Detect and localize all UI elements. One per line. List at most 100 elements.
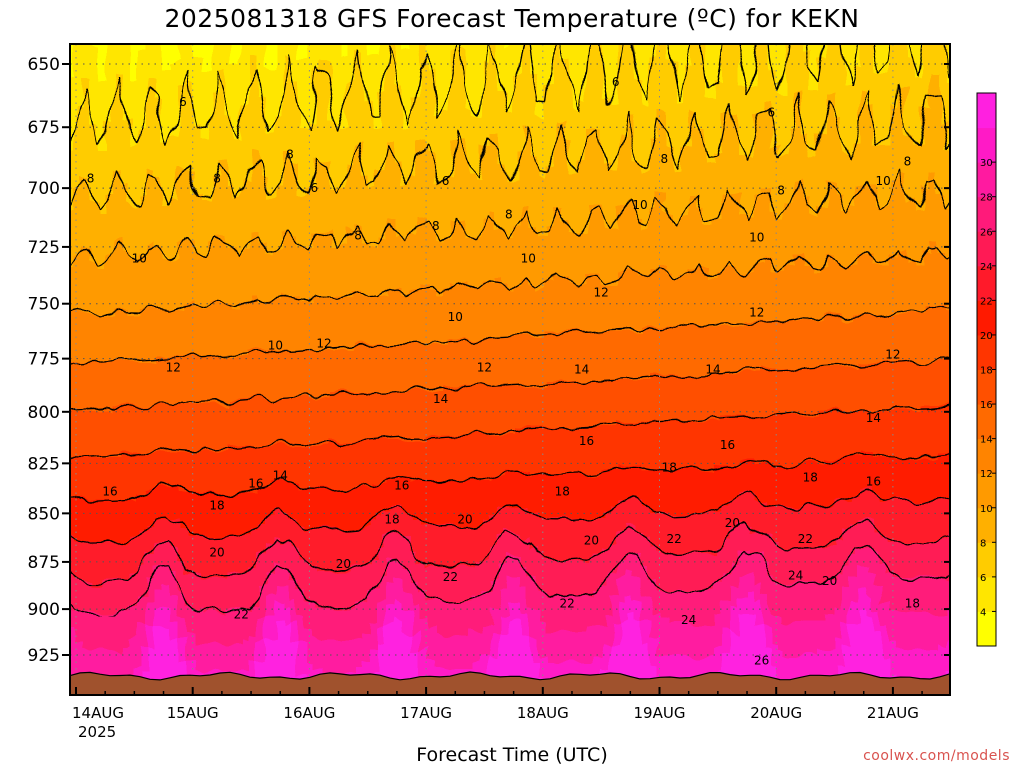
field-cell <box>250 44 259 51</box>
field-cell <box>858 242 867 249</box>
field-cell <box>58 152 67 159</box>
field-cell <box>866 140 875 147</box>
field-cell <box>722 92 731 99</box>
field-cell <box>346 236 355 243</box>
field-cell <box>210 254 219 261</box>
field-cell <box>754 176 763 183</box>
field-cell <box>274 254 283 261</box>
field-cell <box>362 224 371 231</box>
field-cell <box>610 98 619 105</box>
field-cell <box>330 44 339 51</box>
field-cell <box>146 140 155 147</box>
field-cell <box>554 206 563 213</box>
field-cell <box>874 116 883 123</box>
field-cell <box>154 68 163 75</box>
field-cell <box>346 104 355 111</box>
field-cell <box>914 242 923 249</box>
field-cell <box>298 182 307 189</box>
field-cell <box>738 104 747 111</box>
field-cell <box>610 224 619 231</box>
field-cell <box>850 128 859 135</box>
field-cell <box>82 212 91 219</box>
field-cell <box>674 140 683 147</box>
field-cell <box>922 50 931 57</box>
field-cell <box>626 152 635 159</box>
field-cell <box>770 152 779 159</box>
field-cell <box>70 290 75 297</box>
field-cell <box>850 110 859 117</box>
field-cell <box>122 236 131 243</box>
field-cell <box>442 110 451 117</box>
field-cell <box>554 284 563 291</box>
field-cell <box>954 254 963 261</box>
field-cell <box>946 128 950 135</box>
field-cell <box>546 194 555 201</box>
field-cell <box>578 218 587 225</box>
field-cell <box>714 170 723 177</box>
field-cell <box>322 134 331 141</box>
field-cell <box>706 164 715 171</box>
field-cell <box>466 254 475 261</box>
field-cell <box>482 188 491 195</box>
field-cell <box>618 206 627 213</box>
field-cell <box>898 182 907 189</box>
field-cell <box>250 122 259 129</box>
field-cell <box>306 254 315 261</box>
field-cell <box>402 284 411 291</box>
field-cell <box>802 188 811 195</box>
field-cell <box>482 230 491 237</box>
field-cell <box>578 170 587 177</box>
field-cell <box>834 218 843 225</box>
field-cell <box>554 194 563 201</box>
field-cell <box>146 44 155 51</box>
field-cell <box>378 74 387 81</box>
field-cell <box>194 170 203 177</box>
field-cell <box>682 266 691 273</box>
field-cell <box>578 62 587 69</box>
field-cell <box>682 104 691 111</box>
field-cell <box>858 230 867 237</box>
field-cell <box>690 182 699 189</box>
field-cell <box>842 266 851 273</box>
field-cell <box>946 284 950 291</box>
field-cell <box>106 44 115 51</box>
field-cell <box>634 110 643 117</box>
field-cell <box>498 134 507 141</box>
field-cell <box>898 278 907 285</box>
field-cell <box>674 200 683 207</box>
field-cell <box>226 134 235 141</box>
field-cell <box>938 56 947 63</box>
field-cell <box>914 116 923 123</box>
field-cell <box>242 80 251 87</box>
field-cell <box>530 194 539 201</box>
field-cell <box>906 104 915 111</box>
field-cell <box>858 206 867 213</box>
field-cell <box>122 134 131 141</box>
field-cell <box>218 122 227 129</box>
field-cell <box>258 68 267 75</box>
field-cell <box>618 68 627 75</box>
field-cell <box>914 158 923 165</box>
field-cell <box>130 158 139 165</box>
field-cell <box>578 140 587 147</box>
field-cell <box>818 164 827 171</box>
field-cell <box>794 194 803 201</box>
field-cell <box>354 98 363 105</box>
field-cell <box>794 278 803 285</box>
field-cell <box>586 248 595 255</box>
field-cell <box>882 122 891 129</box>
field-cell <box>138 296 147 303</box>
field-cell <box>106 188 115 195</box>
field-cell <box>818 248 827 255</box>
field-cell <box>386 68 395 75</box>
field-cell <box>82 188 91 195</box>
field-cell <box>274 104 283 111</box>
field-cell <box>658 164 667 171</box>
field-cell <box>170 146 179 153</box>
field-cell <box>386 32 395 39</box>
field-cell <box>250 242 259 249</box>
field-cell <box>530 188 539 195</box>
field-cell <box>346 176 355 183</box>
field-cell <box>450 32 459 39</box>
field-cell <box>690 230 699 237</box>
